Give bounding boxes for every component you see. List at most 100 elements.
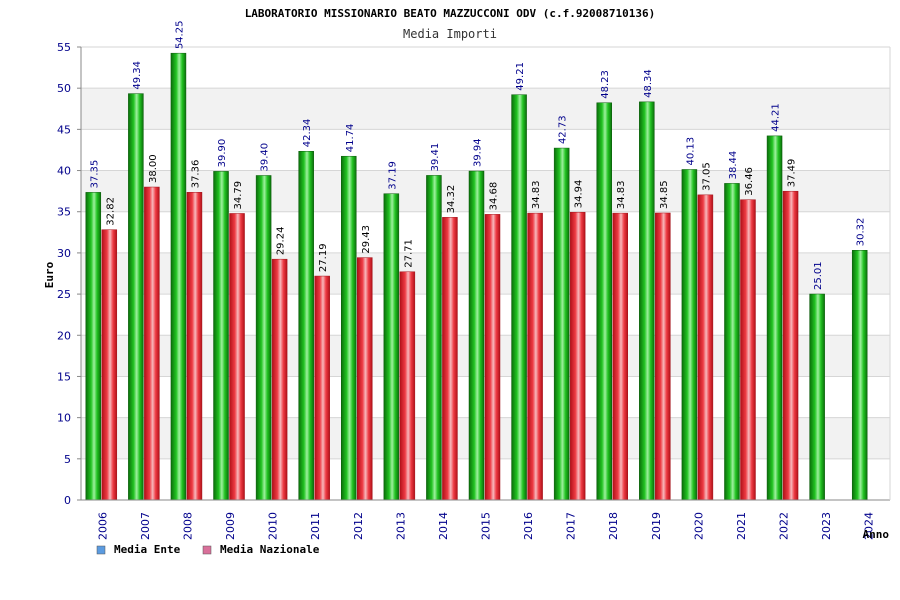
data-label-media-ente-2013: 37.19	[387, 161, 398, 190]
y-axis-label: Euro	[43, 261, 56, 288]
y-tick-label: 10	[57, 412, 71, 425]
data-label-media-ente-2010: 39.40	[260, 143, 271, 172]
bar-media-nazionale-2011	[314, 275, 330, 501]
data-label-media-nazionale-2022: 37.49	[787, 159, 798, 188]
bar-media-ente-2011	[298, 151, 314, 501]
legend: Media Ente Media Nazionale	[96, 543, 320, 556]
bar-media-ente-2019	[639, 101, 655, 501]
data-label-media-nazionale-2013: 27.71	[403, 239, 414, 268]
data-label-media-nazionale-2015: 34.68	[489, 182, 500, 211]
data-label-media-nazionale-2007: 38.00	[148, 154, 159, 183]
bar-media-ente-2013	[383, 193, 400, 501]
bar-media-ente-2021	[724, 183, 740, 501]
bar-media-nazionale-2008	[186, 192, 203, 501]
y-tick-label: 0	[64, 494, 71, 507]
legend-swatch-media-ente	[96, 545, 106, 555]
bar-media-ente-2006	[85, 192, 102, 501]
data-label-media-nazionale-2010: 29.24	[276, 227, 287, 256]
data-label-media-ente-2021: 38.44	[728, 151, 739, 180]
axes	[80, 47, 891, 501]
y-tick-label: 25	[57, 288, 71, 301]
y-tick-label: 20	[57, 329, 71, 342]
x-tick-labels: 2006 2007 2008 2009 2010 2011 2012 2013 2014 2015…	[96, 512, 875, 540]
bar-media-nazionale-2019	[655, 212, 671, 501]
bar-media-ente-2014	[426, 175, 442, 501]
bar-media-ente-2007	[128, 93, 144, 501]
x-tick-label-2014: 2014	[437, 512, 450, 540]
bar-media-ente-2010	[255, 175, 272, 501]
legend-label-media-ente: Media Ente	[114, 543, 181, 556]
bar-media-ente-2024	[851, 250, 868, 501]
chart-title: LABORATORIO MISSIONARIO BEATO MAZZUCCONI…	[245, 7, 656, 20]
x-tick-label-2013: 2013	[394, 512, 407, 540]
y-tick-labels: 0 5 10 15 20 25 30 35 40 45 50 55	[57, 41, 71, 507]
data-label-media-ente-2015: 39.94	[473, 138, 484, 167]
x-tick-label-2018: 2018	[607, 512, 620, 540]
y-tick-label: 15	[57, 370, 71, 383]
bar-media-ente-2022	[766, 135, 783, 501]
bar-media-nazionale-2020	[697, 194, 714, 501]
bar-media-nazionale-2009	[229, 213, 245, 501]
data-label-media-ente-2017: 42.73	[558, 115, 569, 144]
bar-media-ente-2008	[170, 52, 187, 501]
bar-media-nazionale-2007	[144, 186, 160, 501]
data-label-media-ente-2020: 40.13	[685, 137, 696, 166]
x-tick-label-2006: 2006	[96, 512, 109, 540]
data-label-media-ente-2014: 39.41	[430, 143, 441, 172]
data-label-media-ente-2022: 44.21	[771, 103, 782, 132]
bar-media-ente-2018	[596, 102, 612, 501]
y-tick-label: 30	[57, 247, 71, 260]
bar-media-nazionale-2015	[484, 214, 501, 501]
bar-media-ente-2015	[468, 170, 485, 501]
x-tick-label-2020: 2020	[692, 512, 705, 540]
data-label-media-nazionale-2011: 27.19	[318, 243, 329, 272]
x-tick-label-2019: 2019	[650, 512, 663, 540]
bar-media-nazionale-2006	[101, 229, 118, 501]
x-tick-label-2009: 2009	[224, 512, 237, 540]
x-tick-label-2023: 2023	[820, 512, 833, 540]
data-label-media-nazionale-2014: 34.32	[446, 185, 457, 214]
x-tick-label-2021: 2021	[735, 512, 748, 540]
data-label-media-ente-2018: 48.23	[600, 70, 611, 99]
bar-labels: 37.35 32.82 49.34 38.00 54.25 37.36 39.90 34.79…	[89, 21, 866, 290]
data-label-media-nazionale-2012: 29.43	[361, 225, 372, 254]
data-label-media-ente-2009: 39.90	[217, 139, 228, 168]
data-label-media-ente-2008: 54.25	[174, 21, 185, 50]
bar-media-ente-2012	[341, 155, 357, 501]
bar-media-nazionale-2010	[271, 258, 288, 501]
data-label-media-ente-2011: 42.34	[302, 119, 313, 148]
y-tick-label: 45	[57, 123, 71, 136]
bar-media-ente-2023	[809, 293, 825, 501]
data-label-media-nazionale-2017: 34.94	[574, 180, 585, 209]
y-tick-label: 50	[57, 82, 71, 95]
bar-media-ente-2009	[213, 171, 229, 501]
x-tick-label-2008: 2008	[181, 512, 194, 540]
data-label-media-ente-2024: 30.32	[856, 218, 867, 247]
data-label-media-nazionale-2008: 37.36	[190, 160, 201, 189]
bar-media-nazionale-2012	[357, 257, 373, 501]
bar-media-ente-2016	[511, 94, 527, 501]
plot-band	[81, 88, 890, 130]
bar-media-nazionale-2018	[612, 212, 628, 501]
x-tick-label-2024: 2024	[863, 512, 876, 540]
data-label-media-ente-2023: 25.01	[813, 261, 824, 290]
bar-media-nazionale-2014	[442, 217, 458, 501]
data-label-media-nazionale-2021: 36.46	[744, 167, 755, 196]
data-label-media-ente-2006: 37.35	[89, 160, 100, 189]
data-label-media-nazionale-2020: 37.05	[701, 162, 712, 191]
bar-media-nazionale-2016	[527, 212, 543, 501]
bar-media-nazionale-2017	[569, 211, 586, 501]
bar-media-nazionale-2013	[399, 271, 416, 501]
x-tick-label-2007: 2007	[139, 512, 152, 540]
x-tick-label-2010: 2010	[267, 512, 280, 540]
data-label-media-nazionale-2018: 34.83	[616, 180, 627, 209]
x-tick-label-2022: 2022	[778, 512, 791, 540]
bar-media-ente-2017	[553, 147, 570, 501]
x-tick-label-2016: 2016	[522, 512, 535, 540]
y-tick-label: 35	[57, 206, 71, 219]
x-tick-label-2017: 2017	[565, 512, 578, 540]
data-label-media-nazionale-2009: 34.79	[233, 181, 244, 210]
bar-media-ente-2020	[681, 169, 698, 501]
x-axis-label: Anno	[863, 528, 890, 541]
y-tick-label: 55	[57, 41, 71, 54]
